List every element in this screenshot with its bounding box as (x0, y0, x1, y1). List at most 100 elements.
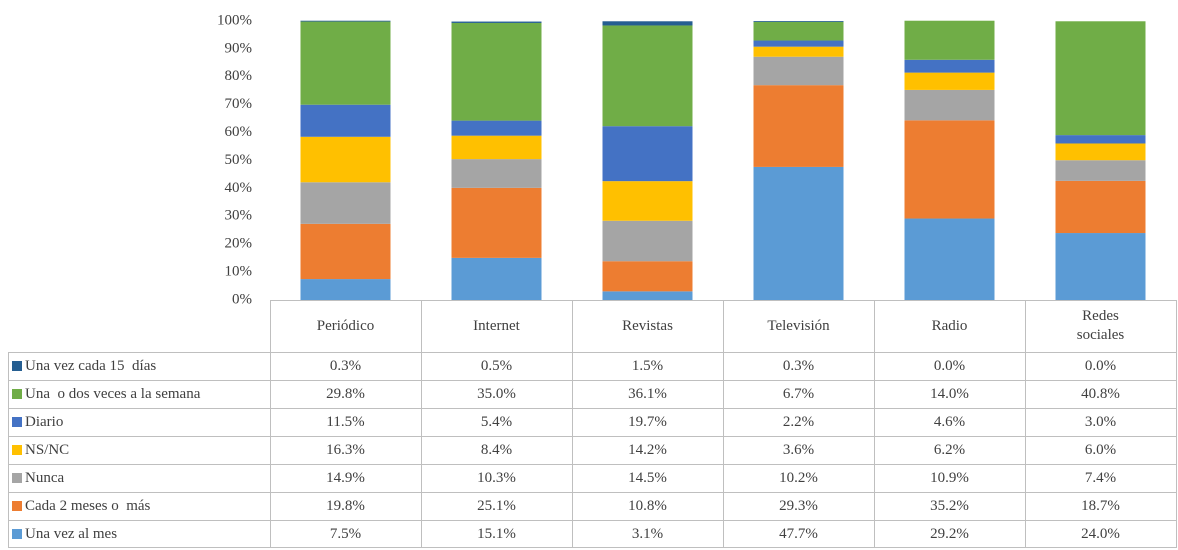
table-value: 10.3% (477, 469, 516, 486)
table-line (8, 352, 1176, 353)
bar-segment (602, 261, 693, 292)
bar-segment (602, 291, 693, 300)
legend-entry: Una o dos veces a la semana (8, 380, 270, 408)
table-line (270, 300, 1176, 301)
y-tick-label: 10% (225, 264, 253, 280)
bar-segment (300, 279, 391, 300)
table-value: 35.2% (930, 497, 969, 514)
bar-segment (753, 40, 844, 47)
category-label: Internet (473, 317, 520, 334)
table-value: 10.9% (930, 469, 969, 486)
legend-label: Nunca (25, 469, 65, 486)
bar-segment (1055, 21, 1146, 136)
table-value: 3.6% (782, 441, 815, 458)
bar-segment (753, 21, 844, 22)
legend-label: Una vez cada 15 días (25, 357, 157, 374)
category-header: Periódico (270, 300, 421, 352)
bar-segment (753, 166, 844, 300)
table-value: 14.5% (628, 469, 667, 486)
table-value: 29.3% (779, 497, 818, 514)
table-line (1176, 300, 1177, 548)
table-value: 11.5% (326, 413, 365, 430)
bar-segment (300, 182, 391, 224)
y-tick-label: 20% (225, 236, 253, 252)
legend-label: Una o dos veces a la semana (25, 385, 201, 402)
table-value: 19.8% (326, 497, 365, 514)
table-value: 7.5% (329, 525, 362, 542)
table-value: 0.3% (329, 357, 362, 374)
table-value: 5.4% (480, 413, 513, 430)
table-line (1025, 300, 1026, 548)
table-line (270, 300, 271, 548)
y-tick-label: 100% (217, 12, 252, 28)
table-value: 7.4% (1084, 469, 1117, 486)
bar-segment (300, 223, 391, 280)
table-value: 3.0% (1084, 413, 1117, 430)
legend-label: NS/NC (25, 441, 70, 458)
y-tick-label: 70% (225, 96, 253, 112)
bar-segment (904, 59, 995, 73)
table-value: 24.0% (1081, 525, 1120, 542)
bar-segment (1055, 135, 1146, 144)
bar-segment (753, 46, 844, 57)
table-value: 35.0% (477, 385, 516, 402)
legend-label: Diario (25, 413, 64, 430)
table-value: 29.8% (326, 385, 365, 402)
y-tick-label: 80% (225, 68, 253, 84)
table-value: 0.3% (782, 357, 815, 374)
table-line (421, 300, 422, 548)
category-header: Internet (421, 300, 572, 352)
table-value: 36.1% (628, 385, 667, 402)
legend-key (12, 529, 22, 539)
table-value: 6.2% (933, 441, 966, 458)
table-line (8, 436, 1176, 437)
table-value: 2.2% (782, 413, 815, 430)
bar-segment (602, 21, 693, 26)
table-value: 14.9% (326, 469, 365, 486)
table-value: 0.0% (1084, 357, 1117, 374)
table-value: 10.2% (779, 469, 818, 486)
y-tick-label: 60% (225, 124, 253, 140)
bar-segment (1055, 180, 1146, 234)
bar-segment (451, 22, 542, 121)
y-tick-label: 50% (225, 152, 253, 168)
bar-segment (904, 72, 995, 90)
table-value: 14.0% (930, 385, 969, 402)
table-line (874, 300, 875, 548)
legend-entry: Una vez al mes (8, 520, 270, 548)
table-value: 15.1% (477, 525, 516, 542)
bar-segment (753, 85, 844, 167)
category-header: Televisión (723, 300, 874, 352)
table-value: 6.7% (782, 385, 815, 402)
table-value: 16.3% (326, 441, 365, 458)
category-header: Revistas (572, 300, 723, 352)
bar-segment (1055, 143, 1146, 161)
legend-key (12, 389, 22, 399)
legend-key (12, 473, 22, 483)
y-tick-label: 30% (225, 208, 253, 224)
table-value: 18.7% (1081, 497, 1120, 514)
bar-segment (451, 21, 542, 23)
category-header: Radio (874, 300, 1025, 352)
y-tick-label: 0% (232, 291, 252, 307)
bar-segment (602, 220, 693, 262)
legend-key (12, 417, 22, 427)
bar-segment (451, 120, 542, 136)
legend-entry: Diario (8, 408, 270, 436)
table-line (723, 300, 724, 548)
bar-segment (300, 104, 391, 137)
table-value: 4.6% (933, 413, 966, 430)
table-value: 0.5% (480, 357, 513, 374)
table-line (8, 380, 1176, 381)
table-line (8, 352, 9, 548)
table-line (8, 520, 1176, 521)
category-label: Redes sociales (1076, 308, 1125, 343)
bar-segment (300, 20, 391, 22)
table-value: 40.8% (1081, 385, 1120, 402)
bar-segment (904, 89, 995, 121)
table-value: 14.2% (628, 441, 667, 458)
table-line (572, 300, 573, 548)
bar-segment (753, 56, 844, 86)
bar-segment (904, 218, 995, 300)
